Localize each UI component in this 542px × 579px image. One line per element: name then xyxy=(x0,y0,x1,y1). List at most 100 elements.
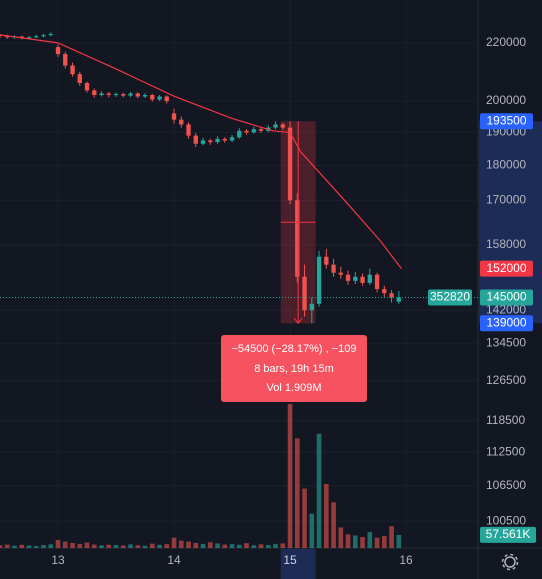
volume-bar xyxy=(381,536,387,548)
volume-bar xyxy=(41,545,46,548)
volume-bar xyxy=(33,545,39,548)
candle-body xyxy=(186,124,191,136)
candle-body xyxy=(41,35,46,37)
candle-body xyxy=(113,94,119,96)
candle-body xyxy=(157,96,162,100)
candle-body xyxy=(150,94,155,100)
candle-body xyxy=(70,65,75,75)
volume-bar xyxy=(149,543,155,548)
volume-bar xyxy=(26,545,32,548)
volume-bar xyxy=(193,542,199,548)
candle-body xyxy=(121,94,126,96)
y-tick-label: 126500 xyxy=(486,373,526,387)
x-tick-label: 14 xyxy=(167,553,181,567)
y-tick-label: 100500 xyxy=(486,513,526,527)
volume-bar xyxy=(120,545,126,548)
candle-body xyxy=(142,94,148,97)
volume-bar xyxy=(157,544,162,548)
y-tick-label: 200000 xyxy=(486,93,526,107)
candle-body xyxy=(396,297,401,302)
volume-bar xyxy=(113,545,119,548)
volume-bar xyxy=(345,534,351,548)
y-tick-label: 220000 xyxy=(486,35,526,49)
candle-body xyxy=(0,35,3,37)
volume-bar xyxy=(331,502,336,548)
candle-body xyxy=(63,54,68,66)
volume-bar xyxy=(280,543,286,548)
y-tick-label: 180000 xyxy=(486,158,526,172)
volume-bar xyxy=(367,532,373,548)
volume-bar xyxy=(215,543,220,548)
gear-outer xyxy=(501,553,519,571)
volume-bar xyxy=(164,544,170,548)
y-tick-label: 112500 xyxy=(486,445,525,459)
measure-high-label-bg xyxy=(480,113,533,130)
candle-body xyxy=(229,137,235,141)
candle-body xyxy=(179,119,184,125)
candle-body xyxy=(374,274,380,290)
x-tick-label: 13 xyxy=(51,553,65,567)
candle-body xyxy=(5,35,10,38)
volume-bar xyxy=(106,544,112,548)
candle-body xyxy=(92,90,97,95)
volume-bar xyxy=(200,543,206,548)
ma-label: 152000 xyxy=(486,261,526,275)
volume-bar xyxy=(265,545,271,548)
settings-icon[interactable] xyxy=(501,553,519,571)
countdown-label: 352820 xyxy=(430,290,470,304)
candle-body xyxy=(237,130,242,138)
candle-body xyxy=(360,276,365,283)
y-tick-label: 158000 xyxy=(486,237,526,251)
gear-ring xyxy=(504,556,516,568)
countdown-bg xyxy=(428,289,472,306)
candle-body xyxy=(302,276,307,311)
candle-body xyxy=(135,93,140,97)
measure-high-label: 193500 xyxy=(486,113,526,127)
candle-body xyxy=(222,138,227,141)
candle-body xyxy=(273,124,278,128)
candle-body xyxy=(367,274,372,283)
candle-body xyxy=(280,124,285,128)
volume-bar xyxy=(323,484,329,548)
volume-bar xyxy=(287,404,293,548)
candle-body xyxy=(244,130,249,133)
candle-body xyxy=(200,140,206,144)
ma-line xyxy=(0,34,402,270)
volume-bar xyxy=(316,433,322,548)
volume-bar xyxy=(48,544,54,548)
candle-body xyxy=(324,256,329,265)
candle-body xyxy=(171,113,177,120)
plot-bg xyxy=(0,0,478,548)
volume-bar xyxy=(84,542,90,548)
volume-bar xyxy=(142,545,148,548)
last-price-label: 145000 xyxy=(486,290,526,304)
candle-body xyxy=(19,36,24,38)
volume-bar xyxy=(207,542,213,548)
volume-bar xyxy=(302,488,307,548)
y-tick-label: 106500 xyxy=(486,478,526,492)
measure-text: Vol 1.909M xyxy=(266,382,321,394)
volume-bar xyxy=(352,535,358,548)
candle-body xyxy=(34,36,39,38)
volume-bar xyxy=(222,544,228,548)
candle-body xyxy=(99,93,104,95)
measure-text: 8 bars, 19h 15m xyxy=(254,363,334,375)
candle-body xyxy=(193,135,198,144)
measure-tooltip xyxy=(221,335,367,402)
y-tick-label: 142000 xyxy=(486,302,526,316)
volume-bar xyxy=(4,544,10,548)
candle-body xyxy=(55,47,61,55)
volume-bar xyxy=(229,544,235,548)
volume-bar xyxy=(258,544,264,548)
candle-body xyxy=(389,293,394,298)
candle-body xyxy=(309,303,314,311)
candle-body xyxy=(338,272,343,275)
candle-body xyxy=(251,129,256,133)
volume-bar xyxy=(99,545,104,548)
candle-body xyxy=(382,289,387,294)
candle-body xyxy=(48,34,53,36)
volume-bar xyxy=(244,543,249,548)
volume-bar xyxy=(360,537,365,548)
